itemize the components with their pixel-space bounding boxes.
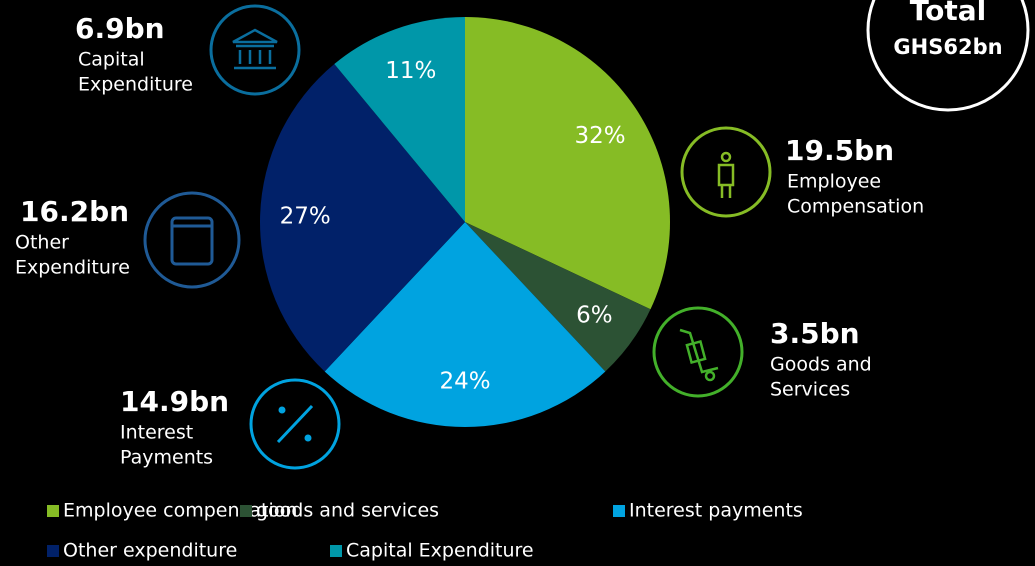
- callout-label: Interest: [120, 422, 193, 444]
- pie-slice: [334, 17, 465, 222]
- total-title: Total: [910, 0, 987, 27]
- slice-label: 32%: [574, 123, 625, 149]
- slice-label: 27%: [280, 203, 331, 229]
- pie-slice: [465, 222, 651, 372]
- slice-label: 24%: [439, 368, 490, 394]
- legend-label: Other expenditure: [63, 540, 237, 562]
- callout-amount: 16.2bn: [20, 195, 129, 228]
- total-circle: [866, 0, 1030, 112]
- pie-slice: [324, 222, 606, 427]
- callout-amount: 3.5bn: [770, 317, 860, 350]
- callout-label: Employee: [787, 171, 881, 193]
- icons: [143, 4, 772, 470]
- legend-label: Capital Expenditure: [346, 540, 534, 562]
- callout-label: Expenditure: [78, 74, 193, 96]
- employee-icon: [680, 126, 772, 218]
- legend-label: Employee compensation: [63, 500, 297, 522]
- legend-label: goods and services: [256, 500, 439, 522]
- callout-label: Compensation: [787, 196, 924, 218]
- callout-amount: 19.5bn: [785, 134, 894, 167]
- legend-swatch: [613, 505, 625, 517]
- slice-label: 11%: [385, 58, 436, 84]
- pie-slice: [260, 64, 465, 372]
- goods-icon: [652, 306, 744, 398]
- total-badge: Total GHS62bn: [866, 0, 1030, 112]
- legend-swatch: [47, 545, 59, 557]
- callout-amount: 6.9bn: [75, 12, 165, 45]
- legend-label: Interest payments: [629, 500, 803, 522]
- callout-amount: 14.9bn: [120, 385, 229, 418]
- callout-label: Other: [15, 232, 69, 254]
- callout-label: Goods and: [770, 354, 872, 376]
- legend-swatch: [47, 505, 59, 517]
- callout-label: Payments: [120, 447, 213, 469]
- legend-swatch: [330, 545, 342, 557]
- capital-icon: [209, 4, 301, 96]
- total-value: GHS62bn: [893, 35, 1002, 59]
- other-icon: [143, 191, 241, 289]
- callout-label: Expenditure: [15, 257, 130, 279]
- interest-icon: [249, 378, 341, 470]
- pie-slice: [465, 17, 670, 310]
- legend-swatch: [240, 505, 252, 517]
- callout-label: Services: [770, 379, 850, 401]
- callout-label: Capital: [78, 49, 145, 71]
- slice-label: 6%: [576, 302, 613, 328]
